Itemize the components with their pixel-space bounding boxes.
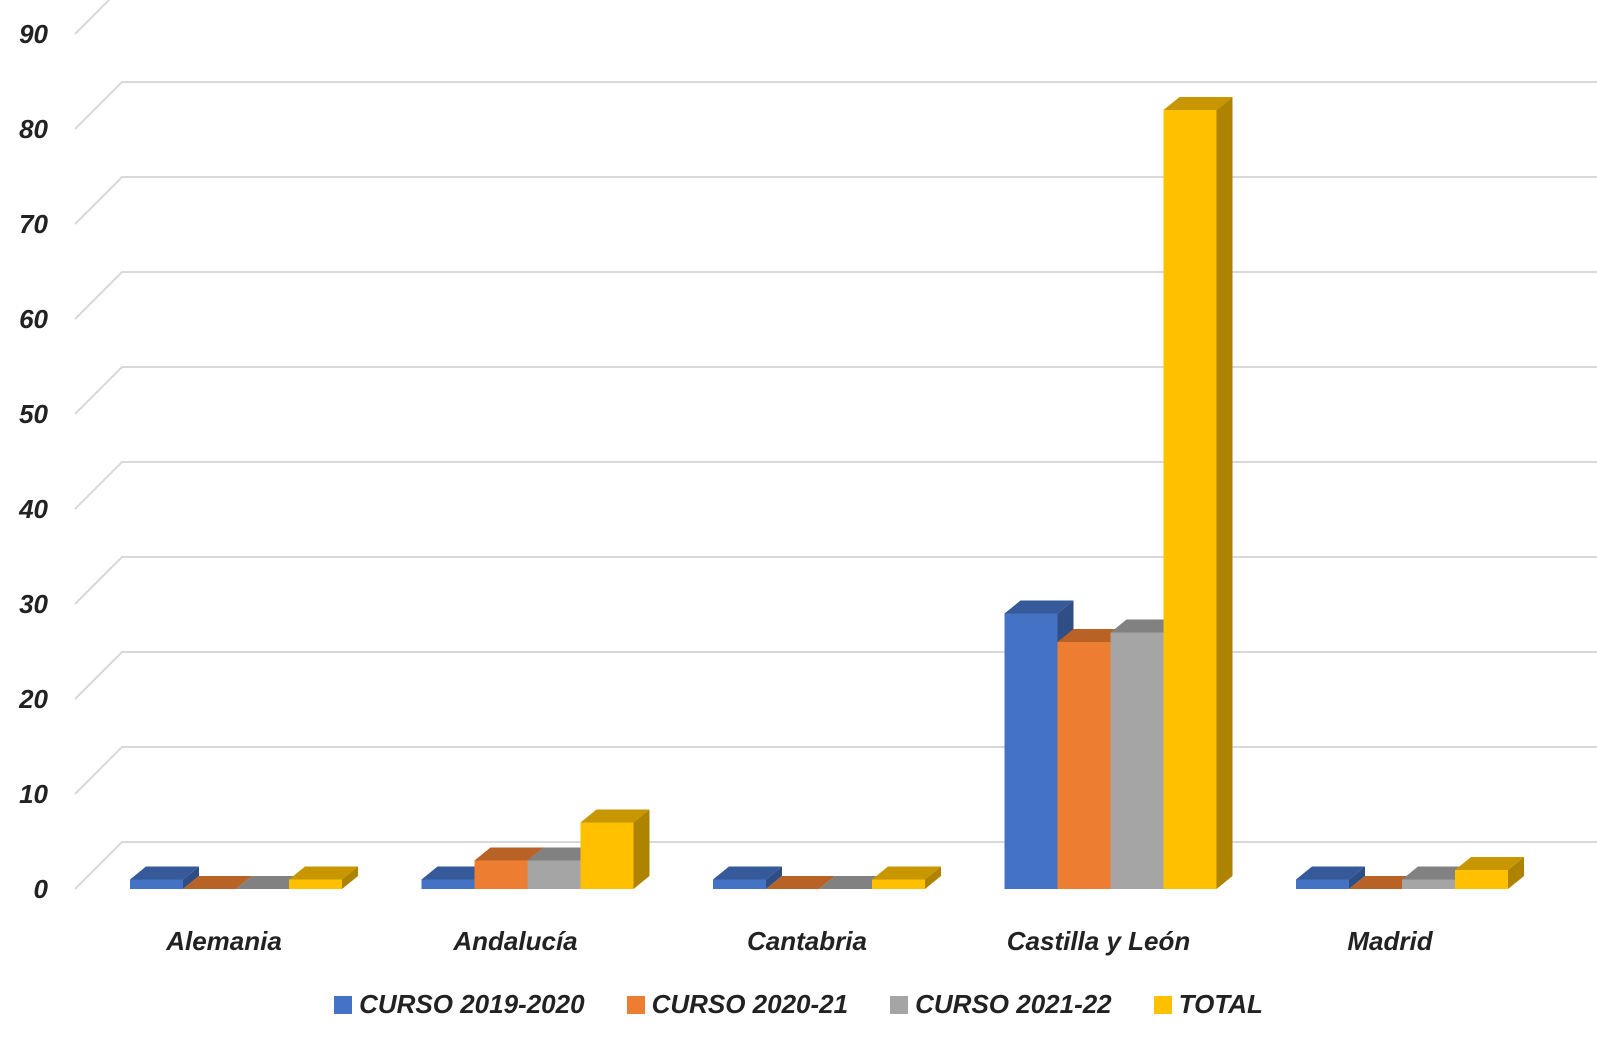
gridline: [74, 81, 1597, 130]
legend-label: CURSO 2021-22: [915, 989, 1112, 1019]
gridlines: [74, 0, 1597, 890]
y-tick-label: 30: [19, 589, 48, 619]
legend-label: TOTAL: [1178, 989, 1263, 1019]
bar: [130, 866, 199, 889]
legend-swatch: [626, 995, 645, 1014]
gridline: [74, 556, 1597, 605]
gridline: [74, 271, 1597, 320]
bar: [819, 876, 888, 889]
y-tick-label: 50: [19, 399, 48, 429]
y-tick-label: 80: [19, 114, 48, 144]
bar: [766, 876, 835, 889]
bar: [183, 876, 252, 889]
bar: [1455, 857, 1524, 889]
bar: [580, 809, 650, 889]
bar: [872, 866, 941, 889]
legend-swatch: [334, 995, 353, 1014]
bar: [1296, 866, 1365, 889]
x-tick-label: Andalucía: [452, 926, 577, 956]
legend-item: CURSO 2020-21: [626, 989, 849, 1020]
bar: [289, 866, 358, 889]
y-tick-label: 90: [19, 19, 48, 49]
legend-item: CURSO 2019-2020: [334, 989, 585, 1020]
x-tick-label: Alemania: [165, 926, 282, 956]
bars: [130, 97, 1524, 889]
bar: [236, 876, 305, 889]
x-tick-label: Castilla y León: [1007, 926, 1191, 956]
gridline: [74, 0, 111, 35]
y-tick-label: 20: [18, 684, 48, 714]
gridline: [74, 746, 1597, 795]
y-tick-label: 40: [18, 494, 48, 524]
legend: CURSO 2019-2020 CURSO 2020-21 CURSO 2021-2…: [0, 989, 1597, 1020]
x-axis-category-labels: Alemania Andalucía Cantabria Castilla y Leó…: [165, 926, 1434, 956]
legend-item: TOTAL: [1153, 989, 1263, 1020]
y-tick-label: 0: [34, 874, 49, 904]
gridline: [74, 461, 1597, 510]
y-tick-label: 60: [19, 304, 48, 334]
bar: [1349, 876, 1418, 889]
legend-label: CURSO 2020-21: [651, 989, 849, 1019]
x-tick-label: Madrid: [1347, 926, 1433, 956]
bar: [713, 866, 782, 889]
legend-swatch: [1153, 995, 1172, 1014]
y-tick-label: 10: [19, 779, 48, 809]
gridline: [74, 176, 1597, 225]
gridline: [74, 366, 1597, 415]
legend-item: CURSO 2021-22: [890, 989, 1112, 1020]
y-axis-tick-labels: 0 10 20 30 40 50 60 70 80 90: [18, 19, 48, 904]
legend-swatch: [890, 995, 909, 1014]
y-tick-label: 70: [19, 209, 48, 239]
gridline: [74, 651, 1597, 700]
bar: [1163, 97, 1233, 889]
x-tick-label: Cantabria: [747, 926, 867, 956]
legend-label: CURSO 2019-2020: [359, 989, 585, 1019]
